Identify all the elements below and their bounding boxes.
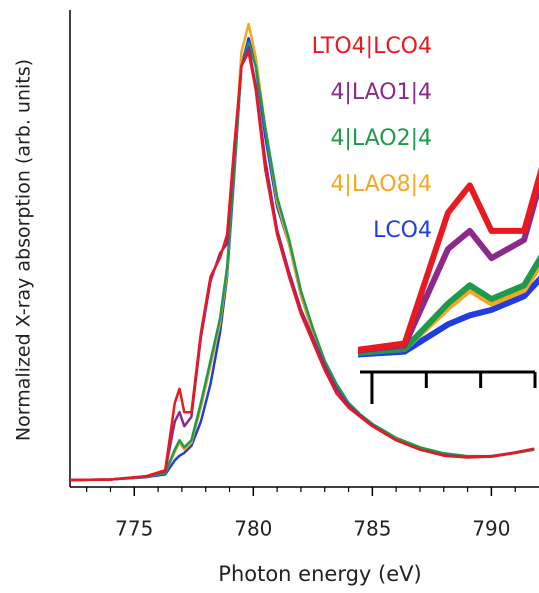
- inset-line: [358, 254, 539, 356]
- x-tick-label: 790: [472, 517, 510, 541]
- inset-line: [358, 175, 539, 354]
- inset-line: [358, 166, 539, 353]
- legend-entry: LCO4: [373, 218, 432, 243]
- inset: [358, 166, 539, 358]
- legend-entry: LTO4|LCO4: [312, 34, 432, 59]
- spectrum-line: [69, 46, 535, 482]
- x-tick-label: 780: [234, 517, 272, 541]
- legend-entry: 4|LAO8|4: [330, 172, 432, 197]
- inset-line: [358, 275, 539, 358]
- spectrum-line: [69, 41, 535, 482]
- legend-entry: 4|LAO1|4: [330, 80, 432, 105]
- spectrum-line: [69, 22, 535, 482]
- spectrum-line: [69, 50, 535, 482]
- x-axis-label: Photon energy (eV): [218, 562, 421, 586]
- y-axis-label: Normalized X-ray absorption (arb. units): [13, 59, 35, 441]
- x-tick-label: 785: [353, 517, 391, 541]
- inset-line: [358, 261, 539, 356]
- legend-entry: 4|LAO2|4: [330, 126, 432, 151]
- spectrum-line: [69, 36, 535, 482]
- x-tick-label: 775: [115, 517, 153, 541]
